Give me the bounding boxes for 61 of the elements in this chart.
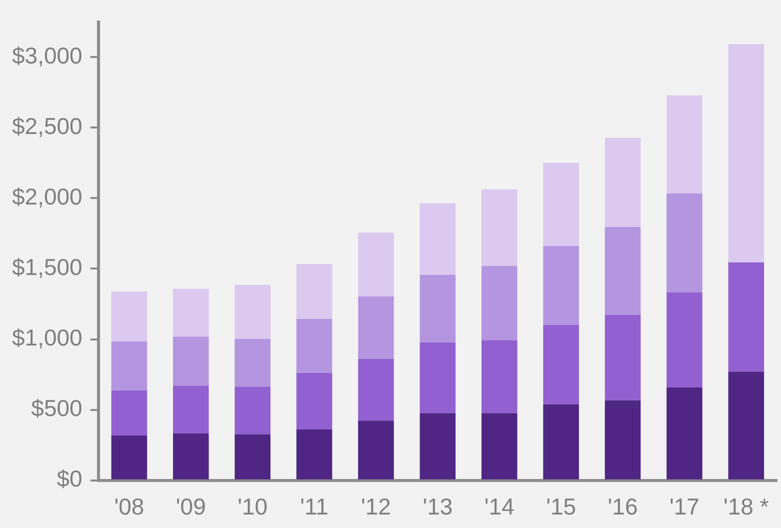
bar (481, 340, 518, 414)
y-tick-label: $2,000 (12, 184, 82, 210)
bar (728, 372, 764, 480)
bar (234, 386, 270, 434)
y-tick-label: $0 (56, 466, 82, 492)
x-tick-label: '09 (176, 494, 206, 520)
bar (173, 433, 209, 480)
bar (604, 226, 641, 316)
bar (481, 413, 518, 480)
bar (420, 274, 456, 342)
bar (666, 95, 702, 194)
bar (296, 372, 332, 430)
x-tick-label: '10 (238, 494, 268, 520)
bar (358, 232, 394, 296)
bar (296, 318, 332, 373)
x-tick-label: '17 (669, 494, 700, 520)
bar (666, 193, 702, 292)
x-tick-label: '14 (484, 494, 515, 520)
bar (111, 436, 148, 480)
bar (234, 284, 270, 339)
bar (604, 138, 641, 227)
bar (358, 359, 394, 421)
bar (296, 264, 332, 319)
bar (420, 342, 456, 414)
bar (173, 386, 209, 434)
x-tick-label: '13 (422, 494, 453, 520)
x-tick-label: '11 (300, 494, 328, 520)
y-tick-label: $1,000 (12, 324, 82, 351)
bar (296, 429, 332, 480)
bar (111, 291, 148, 342)
bar (358, 296, 394, 360)
bar (173, 288, 209, 337)
bar (358, 420, 394, 480)
bar (604, 400, 641, 480)
x-tick-label: '15 (546, 494, 576, 520)
y-tick-label: $2,500 (12, 112, 82, 139)
bar (481, 189, 518, 266)
bar (420, 413, 456, 480)
x-tick-label: '08 (114, 494, 144, 520)
x-tick-label: '18 * (723, 494, 769, 520)
bar (481, 266, 518, 340)
bar (173, 336, 209, 386)
bar (420, 203, 456, 275)
x-tick-label: '12 (360, 494, 391, 520)
bar (234, 434, 270, 480)
bar (728, 44, 764, 262)
bar (666, 292, 702, 388)
bar (543, 246, 579, 326)
bar (666, 388, 702, 480)
y-tick-label: $3,000 (12, 42, 82, 68)
bar (543, 325, 579, 404)
bar (111, 341, 148, 391)
x-tick-label: '16 (608, 494, 638, 520)
bar (234, 338, 270, 387)
bar (111, 390, 148, 436)
y-tick-label: $500 (31, 395, 82, 422)
y-tick-label: $1,500 (12, 254, 82, 280)
bar (728, 262, 764, 372)
bar (543, 162, 579, 246)
bar (604, 315, 641, 400)
bar (543, 404, 579, 480)
